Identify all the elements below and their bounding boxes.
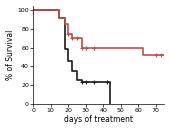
Y-axis label: % of Survival: % of Survival [6,29,15,80]
X-axis label: days of treatment: days of treatment [64,115,133,124]
